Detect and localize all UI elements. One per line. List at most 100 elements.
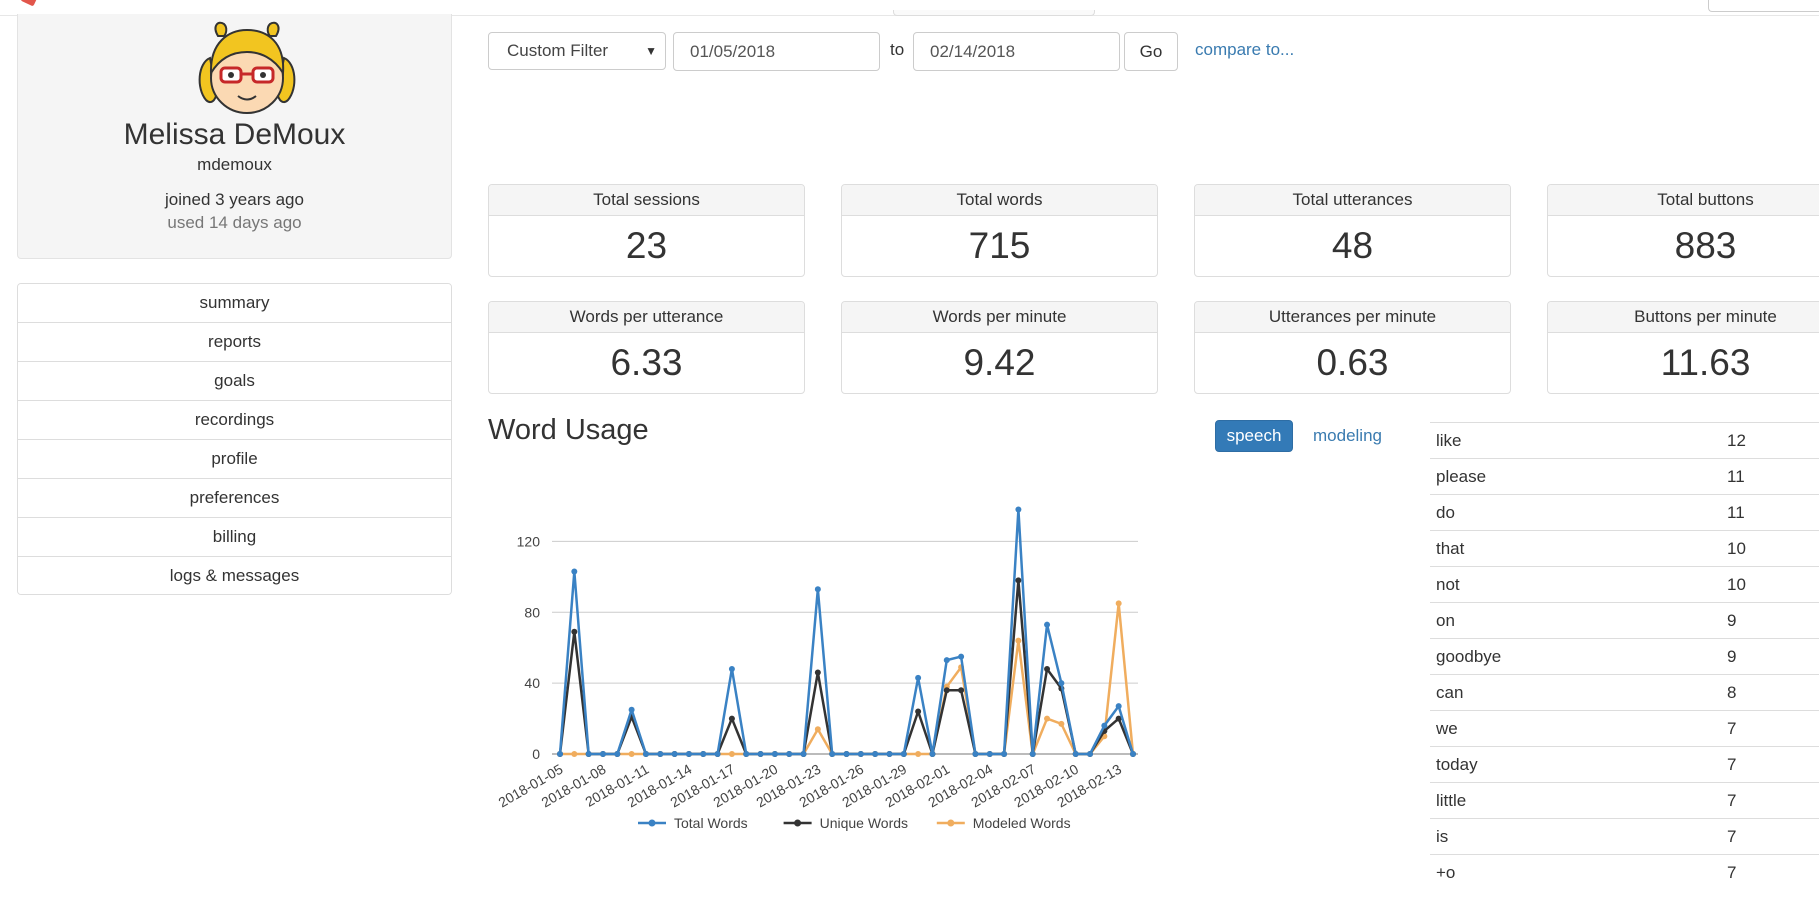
data-point: [915, 708, 922, 715]
avatar: [198, 21, 296, 114]
word-table-row: today 7: [1430, 746, 1819, 782]
word-cell: on: [1436, 611, 1455, 630]
profile-last-used: used 14 days ago: [167, 213, 302, 232]
data-point: [786, 751, 793, 757]
nav-item-recordings[interactable]: recordings: [18, 401, 451, 440]
data-point: [771, 751, 778, 757]
word-cell: can: [1436, 683, 1464, 702]
go-button[interactable]: Go: [1124, 32, 1178, 71]
data-point: [685, 751, 692, 757]
legend-marker: [648, 819, 656, 827]
data-point: [1130, 751, 1136, 757]
speech-button[interactable]: speech: [1215, 420, 1293, 452]
data-point: [1115, 703, 1122, 710]
stat-utterances-per-minute: Utterances per minute 0.63: [1194, 301, 1511, 394]
data-point: [972, 751, 979, 757]
data-point: [585, 751, 592, 757]
data-point: [1087, 751, 1094, 757]
data-point: [1015, 506, 1022, 513]
data-point: [943, 657, 950, 664]
word-table-row: we 7: [1430, 710, 1819, 746]
data-point: [814, 669, 821, 676]
logo-icon[interactable]: [20, 0, 38, 7]
count-cell: 7: [1727, 719, 1737, 738]
data-point: [571, 751, 578, 757]
word-table-row: on 9: [1430, 602, 1819, 638]
modeling-link[interactable]: modeling: [1313, 426, 1382, 445]
top-navbar: [0, 0, 1819, 16]
nav-item-goals[interactable]: goals: [18, 362, 451, 401]
data-point: [1072, 751, 1079, 757]
stat-total-buttons: Total buttons 883: [1547, 184, 1819, 277]
data-point: [700, 751, 707, 757]
end-date-input[interactable]: 02/14/2018: [913, 32, 1120, 71]
nav-item-billing[interactable]: billing: [18, 518, 451, 557]
data-point: [614, 751, 621, 757]
nav-item-profile[interactable]: profile: [18, 440, 451, 479]
stat-value: 9.42: [963, 342, 1036, 383]
profile-card: Melissa DeMoux mdemoux joined 3 years ag…: [17, 14, 452, 259]
stat-label: Total sessions: [489, 185, 804, 216]
data-point: [872, 751, 879, 757]
word-cell: today: [1436, 755, 1478, 774]
start-date-input[interactable]: 01/05/2018: [673, 32, 880, 71]
stat-total-sessions: Total sessions 23: [488, 184, 805, 277]
profile-joined: joined 3 years ago: [165, 190, 304, 209]
nav-item-reports[interactable]: reports: [18, 323, 451, 362]
count-cell: 7: [1727, 755, 1737, 774]
y-tick-label: 40: [524, 675, 540, 691]
data-point: [557, 751, 563, 757]
legend-label: Total Words: [674, 815, 748, 831]
stat-value: 48: [1331, 225, 1374, 266]
top-tab[interactable]: [893, 10, 1095, 16]
data-point: [929, 751, 936, 757]
data-point: [986, 751, 993, 757]
data-point: [943, 687, 950, 694]
data-point: [814, 726, 821, 733]
data-point: [1029, 751, 1036, 757]
word-table-row: please 11: [1430, 458, 1819, 494]
word-cell: +o: [1436, 863, 1456, 882]
top-right-button[interactable]: [1708, 0, 1819, 12]
data-point: [1044, 665, 1051, 672]
filter-select[interactable]: Custom Filter ▼: [488, 32, 666, 70]
data-point: [571, 568, 578, 575]
data-point: [886, 751, 893, 757]
word-table-row: do 11: [1430, 494, 1819, 530]
word-cell: not: [1436, 575, 1460, 594]
count-cell: 8: [1727, 683, 1737, 702]
count-cell: 11: [1727, 503, 1745, 522]
count-cell: 7: [1727, 827, 1737, 846]
data-point: [642, 751, 649, 757]
to-label: to: [890, 40, 905, 59]
word-table-row: goodbye 9: [1430, 638, 1819, 674]
filter-select-value: Custom Filter: [507, 41, 609, 60]
word-table-row: +o 7: [1430, 854, 1819, 890]
nav-item-logs-messages[interactable]: logs & messages: [18, 557, 451, 594]
legend-marker: [947, 819, 955, 827]
data-point: [728, 715, 735, 722]
nav-item-preferences[interactable]: preferences: [18, 479, 451, 518]
word-usage-chart: 040801202018-01-052018-01-082018-01-1120…: [495, 506, 1138, 831]
legend-marker: [794, 819, 802, 827]
word-table-row: that 10: [1430, 530, 1819, 566]
data-point: [728, 665, 735, 672]
word-table-row: not 10: [1430, 566, 1819, 602]
data-point: [757, 751, 764, 757]
side-nav: summary reports goals recordings profile…: [17, 283, 452, 595]
count-cell: 9: [1727, 611, 1737, 630]
nav-item-summary[interactable]: summary: [18, 284, 451, 323]
stat-label: Total words: [842, 185, 1157, 216]
stat-value: 0.63: [1316, 342, 1389, 383]
stat-value: 23: [625, 225, 668, 266]
compare-link[interactable]: compare to...: [1195, 40, 1295, 59]
data-point: [1101, 722, 1108, 729]
data-point: [800, 751, 807, 757]
stat-total-words: Total words 715: [841, 184, 1158, 277]
stat-label: Words per minute: [842, 302, 1157, 333]
legend-label: Unique Words: [820, 815, 908, 831]
word-table-row: can 8: [1430, 674, 1819, 710]
data-point: [728, 751, 735, 757]
word-usage-title: Word Usage: [488, 414, 649, 446]
data-point: [1001, 751, 1008, 757]
